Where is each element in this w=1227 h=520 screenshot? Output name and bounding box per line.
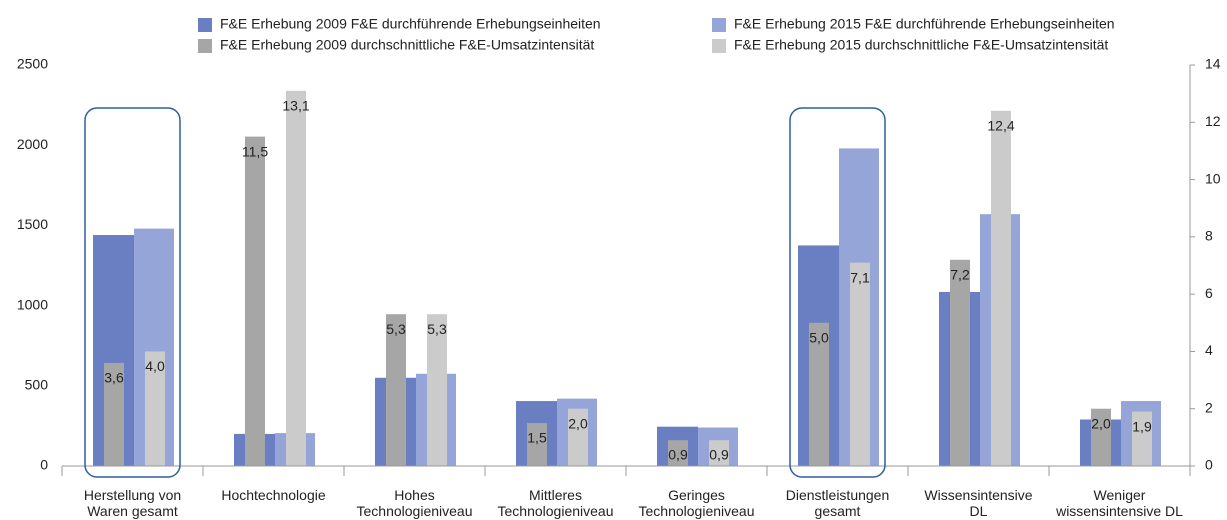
- x-tick-label: Geringes Technologieniveau: [638, 487, 755, 519]
- data-label: 0,9: [709, 447, 729, 463]
- data-label: 12,4: [987, 118, 1014, 134]
- y-tick-label: 2500: [17, 56, 48, 72]
- legend-label: F&E Erhebung 2015 durchschnittliche F&E-…: [734, 37, 1108, 53]
- bar: [850, 262, 870, 466]
- data-label: 1,5: [527, 430, 547, 446]
- data-label: 3,6: [104, 370, 124, 386]
- data-label: 5,3: [427, 321, 447, 337]
- data-label: 11,5: [242, 143, 268, 159]
- legend-label: F&E Erhebung 2009 F&E durchführende Erhe…: [220, 16, 601, 32]
- data-label: 2,0: [568, 415, 588, 431]
- bar: [286, 90, 306, 467]
- bar: [245, 136, 265, 466]
- data-label: 5,0: [809, 329, 829, 345]
- x-tick-label: Herstellung von Waren gesamt: [83, 487, 182, 519]
- y2-tick-label: 12: [1205, 113, 1221, 129]
- bar: [527, 423, 547, 466]
- y2-tick-label: 14: [1205, 56, 1221, 72]
- bar: [427, 314, 447, 466]
- x-tick-label: Weniger wissensintensive DL: [1056, 487, 1183, 519]
- bar: [709, 440, 729, 466]
- highlight-box: [789, 107, 886, 478]
- data-label: 1,9: [1132, 418, 1152, 434]
- legend-swatch: [198, 18, 212, 32]
- data-label: 13,1: [282, 97, 309, 113]
- y-tick-label: 2000: [17, 136, 48, 152]
- legend-swatch: [712, 18, 726, 32]
- y-tick-label: 0: [40, 457, 48, 473]
- y2-tick-label: 6: [1205, 285, 1213, 301]
- y2-tick-label: 8: [1205, 228, 1213, 244]
- y-tick-label: 1500: [17, 216, 48, 232]
- legend-swatch: [712, 39, 726, 53]
- bar: [1091, 408, 1111, 466]
- data-label: 7,2: [950, 266, 970, 282]
- x-tick-label: Hochtechnologie: [221, 487, 326, 503]
- x-tick-label: Mittleres Technologieniveau: [497, 487, 614, 519]
- legend-label: F&E Erhebung 2015 F&E durchführende Erhe…: [734, 16, 1115, 32]
- y2-tick-label: 2: [1205, 399, 1213, 415]
- bar: [668, 440, 688, 466]
- bar: [104, 362, 124, 466]
- data-label: 2,0: [1091, 415, 1111, 431]
- data-label: 5,3: [386, 321, 406, 337]
- x-tick-label: Hohes Technologieniveau: [356, 487, 473, 519]
- x-tick-label: Wissensintensive DL: [924, 487, 1033, 519]
- bar: [809, 322, 829, 466]
- legend-label: F&E Erhebung 2009 durchschnittliche F&E-…: [220, 37, 594, 53]
- bar: [568, 408, 588, 466]
- bar: [950, 259, 970, 466]
- data-label: 0,9: [668, 447, 688, 463]
- data-label: 4,0: [145, 358, 165, 374]
- highlight-box: [84, 107, 181, 478]
- y-tick-label: 500: [25, 377, 49, 393]
- y2-tick-label: 10: [1205, 170, 1221, 186]
- y-tick-label: 1000: [17, 296, 48, 312]
- y2-tick-label: 0: [1205, 457, 1213, 473]
- bar: [386, 314, 406, 466]
- data-label: 7,1: [850, 269, 870, 285]
- legend-swatch: [198, 39, 212, 53]
- bar: [145, 351, 165, 466]
- y2-tick-label: 4: [1205, 342, 1213, 358]
- bar: [991, 110, 1011, 466]
- bar: [1132, 411, 1152, 466]
- x-tick-label: Dienstleistungen gesamt: [785, 487, 890, 519]
